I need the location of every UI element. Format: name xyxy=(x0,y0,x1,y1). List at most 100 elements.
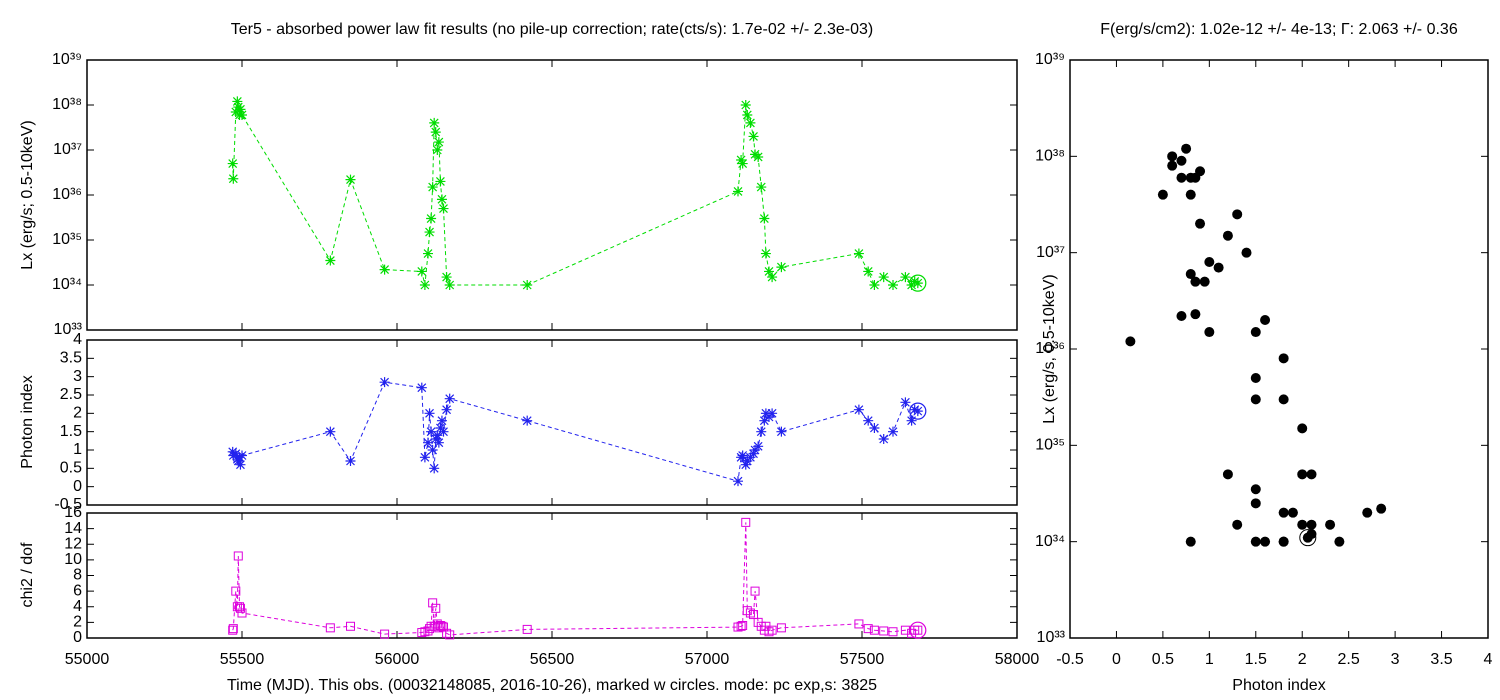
y-tick-label: 10³⁵ xyxy=(1035,437,1065,454)
marker-asterisk xyxy=(869,423,880,433)
marker-asterisk xyxy=(436,194,447,205)
x-tick-label: 3 xyxy=(1391,651,1400,668)
marker-square xyxy=(888,627,898,637)
data-point xyxy=(733,476,743,487)
y-tick-label: 1.5 xyxy=(60,423,82,440)
data-point xyxy=(430,127,441,138)
y-axis-label: Lx (erg/s; 0.5-10keV) xyxy=(19,120,36,269)
x-tick-label: 1 xyxy=(1205,651,1214,668)
marker-asterisk xyxy=(419,280,430,290)
data-point xyxy=(745,117,756,128)
scatter-point xyxy=(1195,218,1206,229)
marker-asterisk xyxy=(424,227,435,238)
data-point xyxy=(237,450,247,461)
scatter-point xyxy=(1190,309,1201,320)
x-tick-label: 4 xyxy=(1484,651,1493,668)
y-tick-label: 10³⁶ xyxy=(1035,340,1065,357)
data-point xyxy=(733,186,743,197)
data-point xyxy=(235,602,245,612)
data-point xyxy=(853,248,864,259)
marker-asterisk xyxy=(900,397,911,408)
y-tick-label: 10 xyxy=(64,551,82,568)
marker-asterisk xyxy=(776,262,787,273)
marker-square xyxy=(228,625,238,635)
y-tick-label: 10³⁵ xyxy=(52,231,82,248)
data-point xyxy=(237,109,247,120)
data-point xyxy=(767,625,777,635)
y-tick-label: 10³⁹ xyxy=(1035,51,1065,68)
scatter-point xyxy=(1250,536,1261,547)
data-point xyxy=(522,624,532,634)
marker-asterisk xyxy=(733,186,743,197)
data-point xyxy=(436,415,447,426)
marker-asterisk xyxy=(760,248,771,259)
data-point xyxy=(756,182,767,193)
data-point xyxy=(232,96,243,107)
data-point xyxy=(444,393,455,404)
marker-square xyxy=(237,608,247,618)
data-point xyxy=(764,627,774,637)
scatter-point xyxy=(1181,143,1192,154)
data-point xyxy=(433,137,444,148)
data-point xyxy=(863,266,874,277)
x-tick-label: 1.5 xyxy=(1245,651,1267,668)
y-tick-label: 10³⁷ xyxy=(53,141,82,158)
marker-square xyxy=(423,626,433,636)
y-tick-label: 2 xyxy=(73,614,82,631)
y-tick-label: 4 xyxy=(73,331,82,348)
marker-square xyxy=(231,586,241,596)
y-tick-label: 10³⁴ xyxy=(52,276,82,293)
scatter-point xyxy=(1306,469,1317,480)
marker-asterisk xyxy=(441,404,452,415)
current-obs-marker xyxy=(1299,529,1317,547)
marker-square xyxy=(738,621,748,630)
data-point xyxy=(235,104,246,115)
scatter-point xyxy=(1278,536,1289,547)
marker-square xyxy=(522,624,532,634)
data-point xyxy=(878,272,889,283)
data-point xyxy=(776,262,787,273)
marker-asterisk xyxy=(427,445,438,455)
current-obs-marker xyxy=(909,274,927,292)
marker-asterisk xyxy=(438,426,449,437)
scatter-point xyxy=(1125,336,1136,347)
data-point xyxy=(380,629,390,639)
marker-asterisk xyxy=(235,104,246,115)
data-point xyxy=(522,415,533,426)
x-tick-label: 2 xyxy=(1298,651,1307,668)
marker-asterisk xyxy=(430,127,441,138)
x-tick-label: 0 xyxy=(1112,651,1121,668)
marker-asterisk xyxy=(912,278,923,289)
marker-asterisk xyxy=(522,280,533,290)
data-point xyxy=(420,627,430,637)
data-point xyxy=(900,272,911,283)
y-tick-label: 0 xyxy=(73,478,82,495)
x-tick-label: -0.5 xyxy=(1056,651,1084,668)
data-point xyxy=(441,404,452,415)
marker-asterisk xyxy=(429,463,440,474)
marker-asterisk xyxy=(737,158,748,169)
marker-asterisk xyxy=(379,264,390,275)
marker-asterisk xyxy=(419,452,430,463)
data-point xyxy=(429,463,440,474)
marker-asterisk xyxy=(416,382,427,393)
data-point xyxy=(912,406,923,417)
scatter-point xyxy=(1260,315,1271,326)
scatter-point xyxy=(1204,257,1215,268)
data-point xyxy=(741,517,751,527)
marker-asterisk xyxy=(740,459,751,470)
marker-asterisk xyxy=(853,404,864,415)
scatter-point xyxy=(1199,276,1210,287)
y-tick-label: 8 xyxy=(73,567,82,584)
data-point xyxy=(423,248,433,259)
data-point xyxy=(423,437,433,448)
data-point xyxy=(863,624,873,634)
marker-asterisk xyxy=(764,266,774,277)
y-tick-label: 10³⁴ xyxy=(1035,533,1065,550)
data-point xyxy=(437,621,447,631)
data-point xyxy=(431,603,441,613)
y-tick-label: 1 xyxy=(73,441,82,458)
data-point xyxy=(909,276,920,287)
data-point xyxy=(428,598,438,608)
data-point xyxy=(740,459,751,470)
